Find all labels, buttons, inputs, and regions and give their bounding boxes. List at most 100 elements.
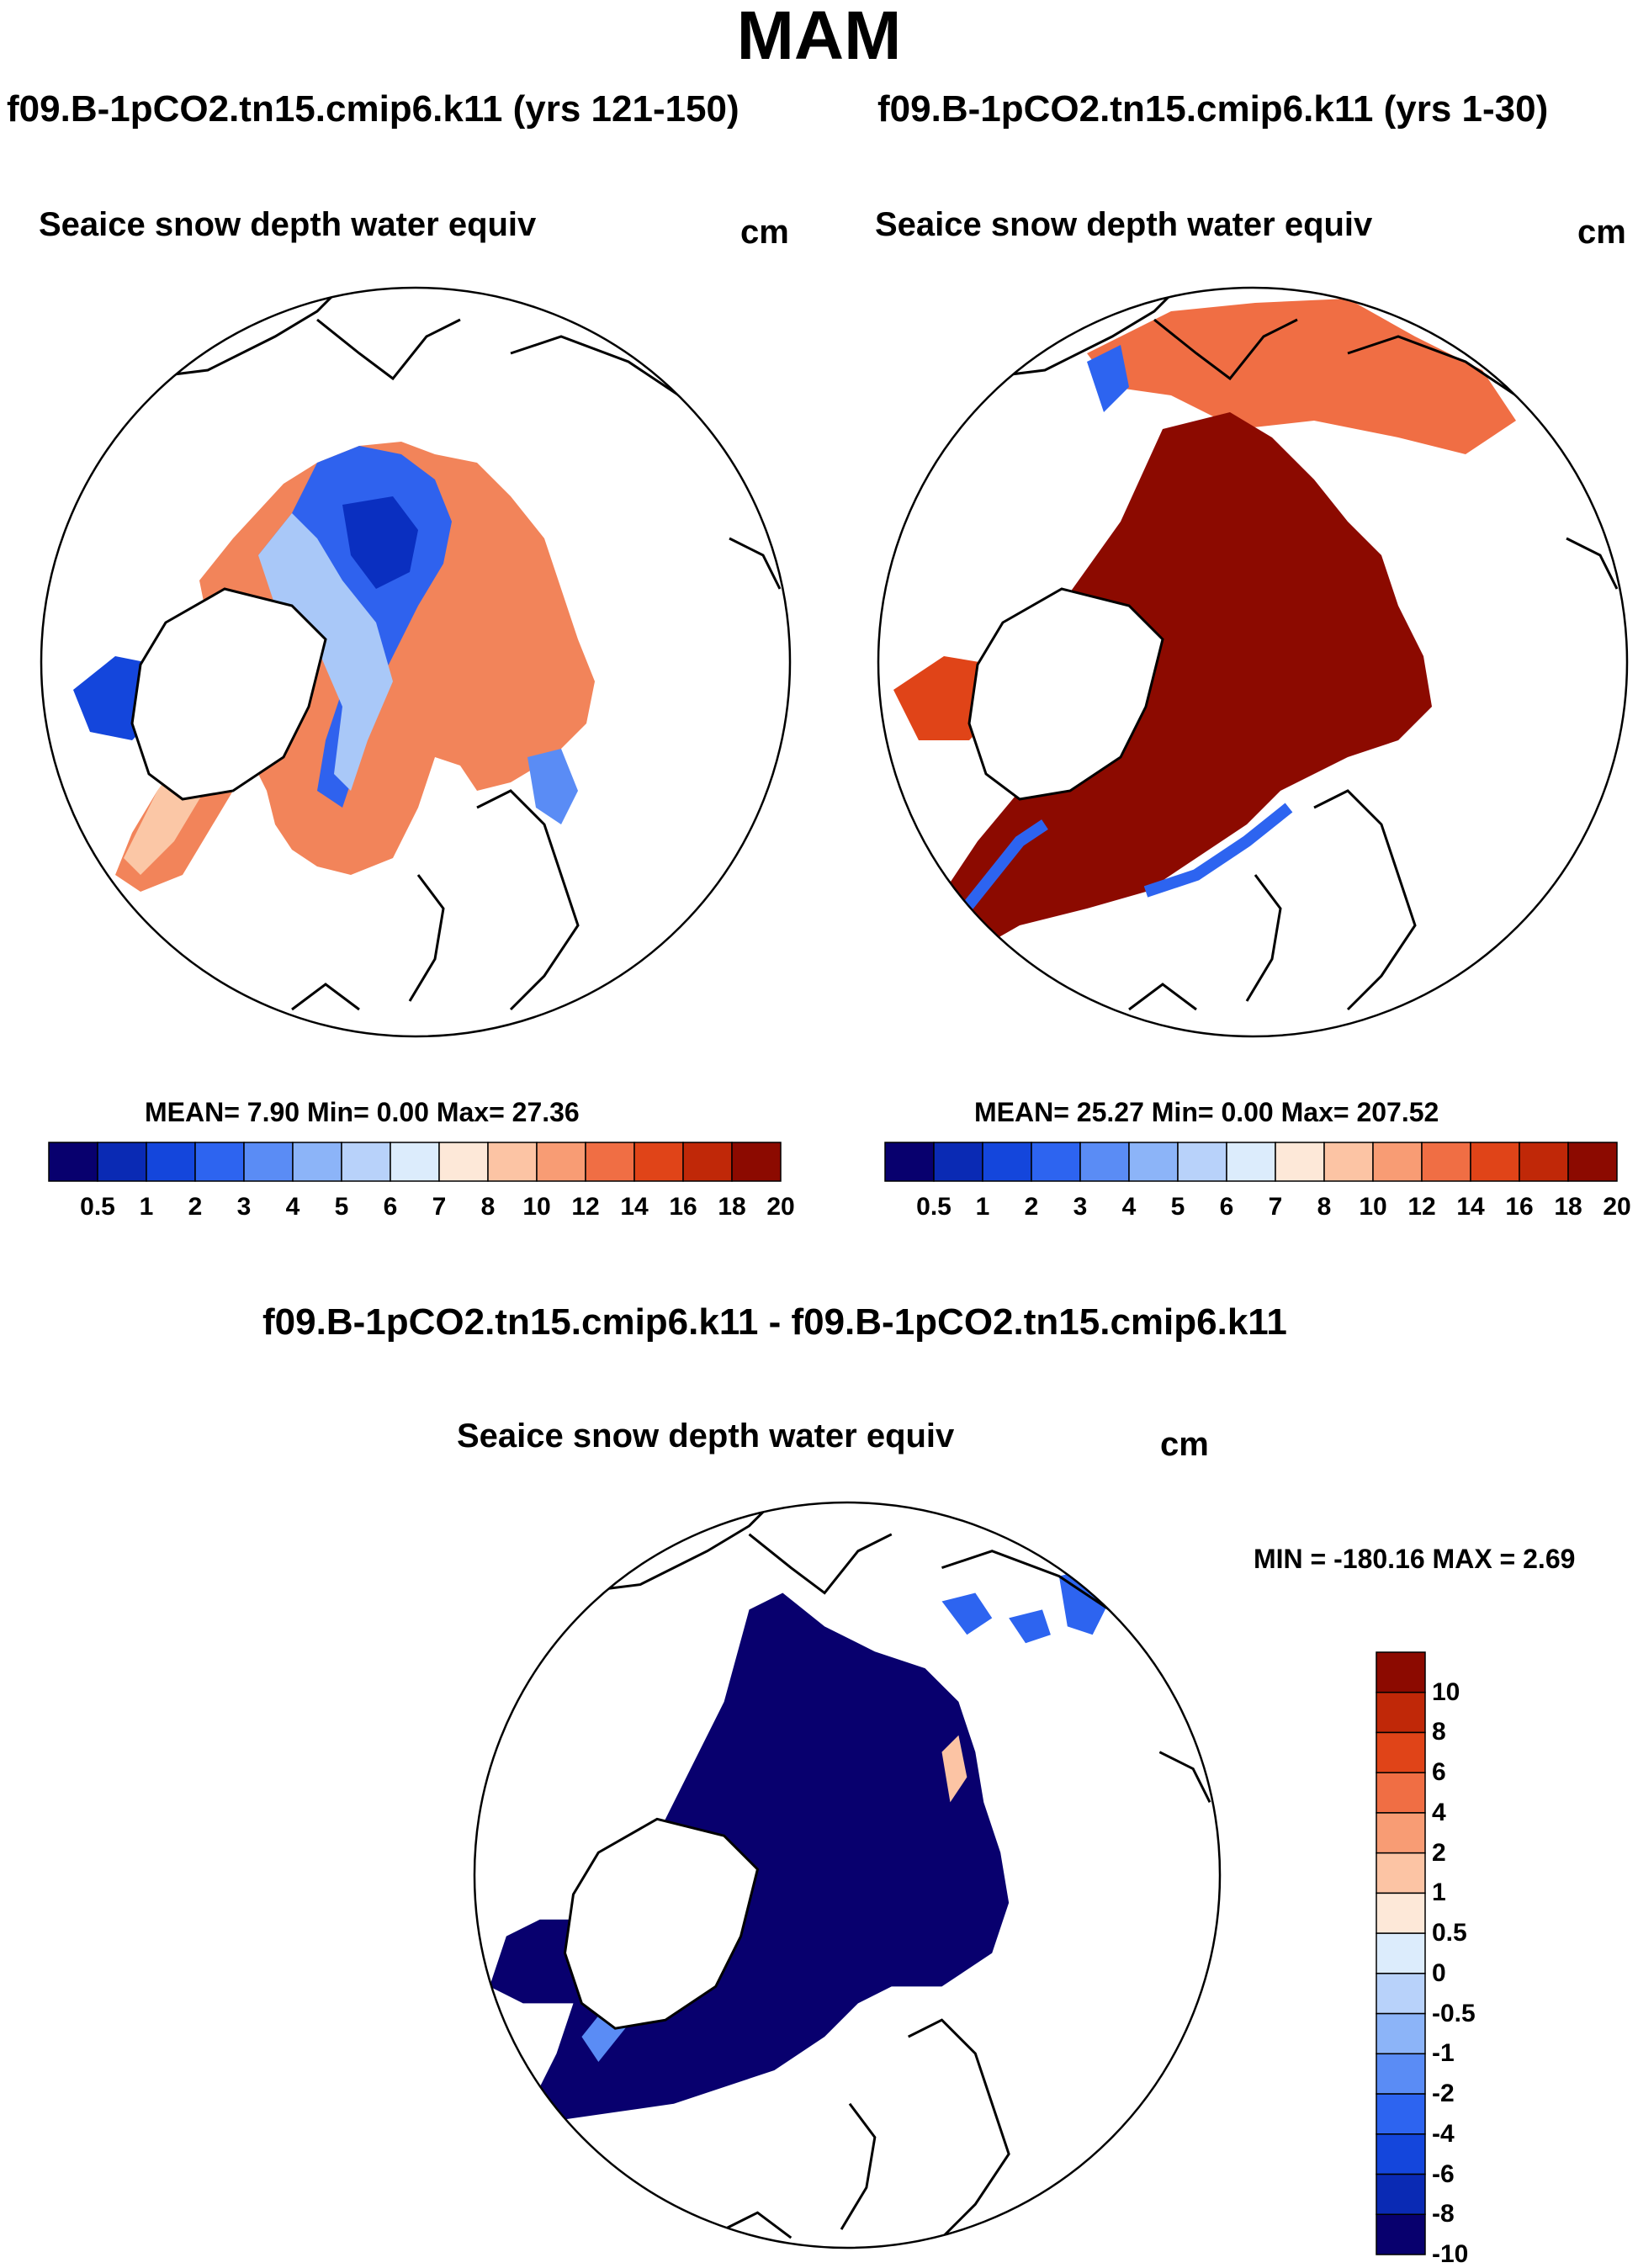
panel2-colorbar-tick-label: 3 <box>1073 1193 1088 1221</box>
panel1-colorbar-swatch <box>341 1142 391 1182</box>
panel1-colorbar-tick-label: 14 <box>620 1193 649 1221</box>
panel3-colorbar-swatch <box>1376 1852 1426 1894</box>
panel3-colorbar-tick-label: -2 <box>1432 2080 1455 2108</box>
panel1-colorbar-tick-label: 0.5 <box>80 1193 115 1221</box>
panel3-diff-pacific <box>941 1567 1110 1644</box>
figure-title: MAM <box>736 0 902 74</box>
panel3-colorbar-swatch <box>1376 1892 1426 1934</box>
panel2-colorbar-swatch <box>1031 1142 1081 1182</box>
panel1-colorbar-tick-label: 5 <box>334 1193 349 1221</box>
panel1-colorbar-tick-label: 1 <box>139 1193 154 1221</box>
panel1-colorbar-tick-label: 10 <box>522 1193 551 1221</box>
panel3-colorbar-tick-label: 4 <box>1432 1798 1446 1826</box>
panel2-coastline-eurasia <box>909 288 1619 590</box>
panel3-colorbar-swatch <box>1376 1932 1426 1974</box>
panel3-colorbar-tick-label: 10 <box>1432 1677 1460 1706</box>
panel3-colorbar-tick-label: -0.5 <box>1432 1999 1476 2027</box>
panel1-variable-title: Seaice snow depth water equiv <box>39 206 537 243</box>
panel3-colorbar-swatch <box>1376 2012 1426 2055</box>
panel1-coastline-eurasia <box>72 288 782 590</box>
panel1-colorbar-swatch <box>536 1142 586 1182</box>
panel2-snow-field-red <box>927 412 1432 959</box>
panel3-colorbar-tick-label: 6 <box>1432 1758 1446 1787</box>
panel3-colorbar-tick-label: -6 <box>1432 2159 1455 2188</box>
panel1-colorbar-tick-label: 4 <box>285 1193 300 1221</box>
panel2-colorbar-tick-label: 4 <box>1121 1193 1137 1221</box>
panel2-colorbar-swatch <box>1372 1142 1423 1182</box>
panel1-colorbar-swatch <box>243 1142 294 1182</box>
panel1-colorbar-tick-label: 16 <box>669 1193 697 1221</box>
panel1-colorbar-swatch <box>97 1142 147 1182</box>
panel2-colorbar-swatch <box>1567 1142 1618 1182</box>
panel2-map-border <box>877 286 1629 1038</box>
panel2-units: cm <box>1577 214 1626 251</box>
panel1-colorbar <box>48 1142 782 1182</box>
panel3-colorbar-tick-label: -1 <box>1432 2039 1455 2068</box>
panel3-map <box>473 1501 1222 2249</box>
panel1-units: cm <box>740 214 789 251</box>
panel2-colorbar-tick-label: 1 <box>975 1193 990 1221</box>
panel1-colorbar-swatch <box>731 1142 782 1182</box>
panel2-coastline-america <box>1128 789 1417 1011</box>
panel3-colorbar-swatch <box>1376 1772 1426 1814</box>
panel2-colorbar-tick-label: 18 <box>1554 1193 1582 1221</box>
panel2-colorbar-tick-label: 6 <box>1219 1193 1234 1221</box>
panel2-colorbar-swatch <box>1226 1142 1276 1182</box>
panel1-greenland <box>130 587 327 801</box>
panel2-colorbar-tick-label: 12 <box>1407 1193 1436 1221</box>
panel1-colorbar-swatch <box>146 1142 196 1182</box>
panel2-greenland <box>967 587 1164 801</box>
panel2-colorbar-tick-label: 14 <box>1456 1193 1485 1221</box>
panel2-colorbar-swatch <box>1421 1142 1471 1182</box>
panel3-colorbar-tick-label: 8 <box>1432 1718 1446 1746</box>
panel3-variable-title: Seaice snow depth water equiv <box>457 1418 955 1455</box>
panel2-colorbar-swatch <box>1470 1142 1520 1182</box>
panel3-units: cm <box>1160 1426 1209 1463</box>
panel2-map <box>877 286 1629 1038</box>
panel2-colorbar-swatch <box>933 1142 983 1182</box>
panel2-colorbar-swatch <box>1275 1142 1325 1182</box>
panel2-colorbar-swatch <box>1128 1142 1179 1182</box>
panel2-colorbar-tick-label: 10 <box>1359 1193 1387 1221</box>
panel1-colorbar-tick-label: 7 <box>432 1193 447 1221</box>
panel3-run-title: f09.B-1pCO2.tn15.cmip6.k11 - f09.B-1pCO2… <box>262 1301 1287 1343</box>
panel1-colorbar-tick-label: 8 <box>480 1193 496 1221</box>
panel3-colorbar-tick-label: -8 <box>1432 2200 1455 2228</box>
panel3-colorbar-swatch <box>1376 2053 1426 2095</box>
panel1-colorbar-swatch <box>633 1142 684 1182</box>
panel3-colorbar-tick-label: 0 <box>1432 1958 1446 1987</box>
panel3-colorbar-swatch <box>1376 2133 1426 2175</box>
panel2-colorbar-tick-label: 2 <box>1024 1193 1039 1221</box>
panel1-coastline-america <box>291 789 580 1011</box>
panel3-colorbar <box>1376 1651 1426 2255</box>
panel2-colorbar-tick-label: 0.5 <box>916 1193 952 1221</box>
panel2-colorbar-swatch <box>1323 1142 1374 1182</box>
panel3-colorbar-tick-label: 1 <box>1432 1879 1446 1907</box>
panel3-colorbar-tick-label: 0.5 <box>1432 1919 1467 1947</box>
panel3-colorbar-swatch <box>1376 1691 1426 1734</box>
panel1-snow-field-deep-blue <box>342 496 418 589</box>
panel2-colorbar-tick-label: 5 <box>1170 1193 1185 1221</box>
panel2-run-title: f09.B-1pCO2.tn15.cmip6.k11 (yrs 1-30) <box>877 88 1549 130</box>
panel3-coastline-eurasia <box>506 1502 1211 1804</box>
panel2-stats: MEAN= 25.27 Min= 0.00 Max= 207.52 <box>974 1097 1439 1127</box>
panel1-colorbar-tick-label: 12 <box>571 1193 600 1221</box>
panel1-snow-field-pale <box>258 513 393 791</box>
panel1-colorbar-tick-label: 20 <box>766 1193 795 1221</box>
panel2-pacific-snow <box>1087 299 1516 454</box>
panel2-pacific-blue <box>1087 345 1129 412</box>
panel3-colorbar-swatch <box>1376 1651 1426 1693</box>
panel2-colorbar-swatch <box>1177 1142 1227 1182</box>
panel1-baffin-blue <box>527 749 578 824</box>
panel2-variable-title: Seaice snow depth water equiv <box>875 206 1373 243</box>
panel2-colorbar-tick-label: 16 <box>1505 1193 1534 1221</box>
panel3-colorbar-tick-label: -4 <box>1432 2119 1455 2148</box>
panel1-stats: MEAN= 7.90 Min= 0.00 Max= 27.36 <box>145 1097 580 1127</box>
panel2-colorbar-tick-label: 8 <box>1317 1193 1332 1221</box>
panel1-run-title: f09.B-1pCO2.tn15.cmip6.k11 (yrs 121-150) <box>7 88 739 130</box>
panel3-colorbar-swatch <box>1376 1731 1426 1773</box>
panel1-colorbar-tick-label: 3 <box>236 1193 252 1221</box>
panel3-colorbar-swatch <box>1376 1973 1426 2015</box>
panel3-colorbar-tick-label: 2 <box>1432 1838 1446 1867</box>
panel1-map <box>40 286 792 1038</box>
